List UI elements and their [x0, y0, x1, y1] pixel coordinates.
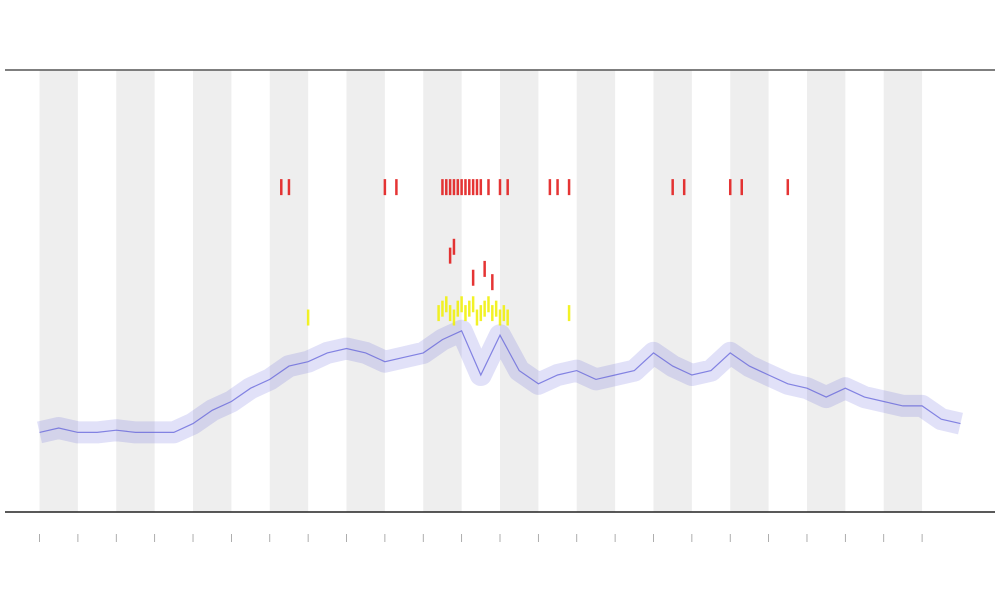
- shaded-band: [730, 70, 769, 512]
- shaded-band: [423, 70, 462, 512]
- shaded-band: [576, 70, 616, 512]
- shaded-band: [883, 70, 923, 512]
- shaded-band: [653, 70, 692, 512]
- shaded-band: [269, 70, 309, 512]
- shaded-band: [346, 70, 385, 512]
- shaded-band: [116, 70, 155, 512]
- shaded-band: [193, 70, 232, 512]
- shaded-band: [500, 70, 539, 512]
- shaded-band: [806, 70, 846, 512]
- trace-line: [39, 329, 961, 433]
- shaded-band: [39, 70, 78, 512]
